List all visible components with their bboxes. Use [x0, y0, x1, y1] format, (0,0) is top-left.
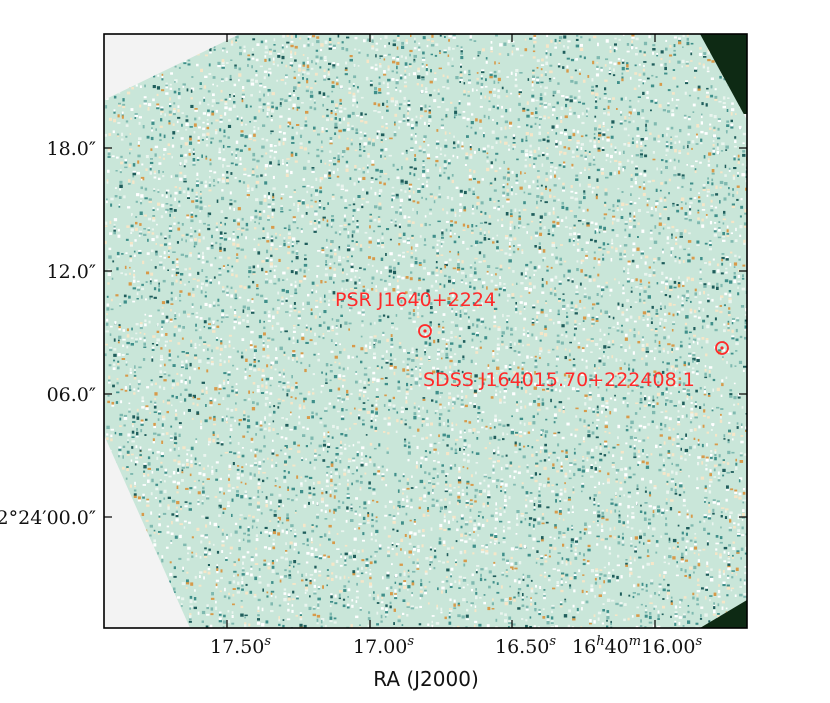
source-label-sdss: SDSS J164015.70+222408.1	[423, 369, 695, 391]
y-tick-label: 2°24′00.0″	[0, 507, 96, 529]
source-marker-psr	[418, 324, 432, 338]
y-tick-label: 12.0″	[47, 261, 96, 283]
x-ticks	[226, 34, 656, 628]
source-marker-sdss-center	[720, 346, 724, 350]
image-panel	[104, 34, 747, 628]
source-marker-sdss	[715, 341, 729, 355]
x-tick-label: 17.00s	[353, 634, 414, 658]
x-tick-label: 17.50s	[210, 634, 271, 658]
y-tick-label: 06.0″	[47, 384, 96, 406]
x-tick-label: 16.50s	[495, 634, 556, 658]
source-label-psr: PSR J1640+2224	[335, 289, 496, 311]
source-marker-psr-center	[423, 329, 427, 333]
x-axis-label: RA (J2000)	[373, 667, 479, 691]
plot-frame	[103, 33, 748, 629]
y-ticks	[104, 147, 747, 518]
y-tick-label: 18.0″	[47, 138, 96, 160]
x-tick-label: 16h40m16.00s	[572, 634, 702, 658]
